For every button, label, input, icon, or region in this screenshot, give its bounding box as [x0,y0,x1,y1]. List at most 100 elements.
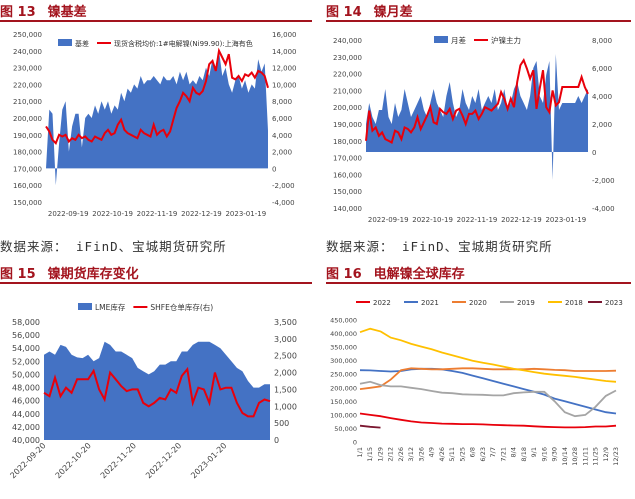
x-tick-label: 1/15 [366,447,374,462]
header-rule [0,282,312,284]
x-tick-label: 2023-01-19 [225,210,266,218]
y-left-tick-label: 200,000 [13,115,42,123]
x-tick-label: 10/14 [561,447,569,466]
y-tick-label: 50,000 [334,425,357,433]
x-tick-label: 2022-10-20 [54,441,93,480]
y-right-tick-label: 6,000 [272,115,292,123]
series-line-2022 [359,412,617,429]
y-left-tick-label: 140,000 [333,205,362,213]
y-left-tick-label: 180,000 [333,138,362,146]
series-line-2018 [359,327,617,383]
x-tick-label: 2022-10-19 [412,216,453,224]
y-right-tick-label: 2,000 [272,149,292,157]
x-tick-label: 2022-09-19 [368,216,409,224]
series-line-现货含税均价:1#电解镍(Ni99.90):上海有色 [45,47,269,146]
y-left-tick-label: 54,000 [12,344,40,353]
y-right-tick-label: 3,500 [274,318,297,327]
figure-number: 图 16 [326,266,362,282]
x-tick-label: 2022-09-19 [48,210,89,218]
y-right-tick-label: 10,000 [272,81,297,89]
series-line-2020 [359,367,617,390]
y-tick-label: 0 [353,439,357,447]
x-tick-label: 1/29 [376,447,384,462]
y-tick-label: 450,000 [330,317,357,325]
y-right-tick-label: -2,000 [272,182,295,190]
y-left-tick-label: 220,000 [13,81,42,89]
legend-label: 2019 [517,299,535,307]
x-tick-label: 9/16 [540,447,548,462]
y-left-tick-label: 50,000 [12,370,40,379]
chart-panel-15: 图 15 镍期货库存变化 LME库存 SHFE仓单库存(右) 40,000 42,00… [0,262,318,499]
y-tick-label: 400,000 [330,330,357,338]
figure-header: 图 14 镍月差 [326,0,413,20]
y-left-tick-label: 230,000 [13,65,42,73]
y-tick-label: 250,000 [330,371,357,379]
y-left-tick-label: 160,000 [333,171,362,179]
y-left-tick-label: 170,000 [13,165,42,173]
y-left-tick-label: 58,000 [12,318,40,327]
y-right-tick-label: 500 [274,419,289,428]
y-right-tick-label: 0 [272,165,276,173]
basis-chart: 基差 现货含税均价:1#电解镍(Ni99.90):上海有色 150,000 160,0… [13,31,297,218]
y-left-tick-label: 56,000 [12,331,40,340]
series-line-2023 [359,424,381,429]
x-tick-label: 2022-11-20 [99,441,138,480]
x-tick-label: 2/26 [397,447,405,462]
y-left-tick-label: 160,000 [13,182,42,190]
y-right-tick-label: 0 [592,149,596,157]
y-tick-label: 150,000 [330,398,357,406]
y-left-tick-label: 210,000 [333,87,362,95]
y-left-tick-label: 210,000 [13,98,42,106]
header-rule [326,20,631,22]
y-tick-label: 200,000 [330,384,357,392]
chart-panel-13: 图 13 镍基差 基差 现货含税均价:1#电解镍(Ni99.90):上海有色 150… [0,0,318,262]
x-tick-label: 2022-12-19 [501,216,542,224]
figure-header: 图 16 电解镍全球库存 [326,262,465,282]
x-tick-label: 8/4 [510,447,518,457]
x-tick-label: 11/11 [581,447,589,466]
y-left-tick-label: 40,000 [12,436,40,445]
figure-title: 电解镍全球库存 [373,266,465,282]
y-left-tick-label: 180,000 [13,149,42,157]
x-tick-label: 4/26 [438,447,446,462]
series-area-基差 [46,50,268,186]
figure-header: 图 15 镍期货库存变化 [0,262,139,282]
x-tick-label: 2023-01-19 [545,216,586,224]
legend-label: 2022 [373,299,391,307]
y-tick-label: 100,000 [330,411,357,419]
series-line-2021 [359,367,617,415]
legend-label: LME库存 [95,302,126,312]
y-left-tick-label: 170,000 [333,155,362,163]
x-tick-label: 2022-12-20 [144,441,183,480]
y-right-tick-label: 14,000 [272,48,297,56]
y-right-tick-label: 12,000 [272,65,297,73]
y-left-tick-label: 240,000 [13,48,42,56]
y-left-tick-label: 190,000 [333,121,362,129]
y-right-tick-label: -4,000 [272,199,295,207]
chart-panel-16: 图 16 电解镍全球库存 2022 2021 2020 2019 2018 2023 0 50… [326,262,635,499]
y-left-tick-label: 52,000 [12,357,40,366]
y-left-tick-label: 42,000 [12,423,40,432]
y-left-tick-label: 230,000 [333,54,362,62]
series-line-2019 [359,380,617,418]
y-right-tick-label: 3,000 [274,335,297,344]
header-rule [0,20,312,22]
legend-label: 2020 [469,299,487,307]
x-tick-label: 5/25 [458,447,466,462]
x-tick-label: 2022-09-20 [8,441,47,480]
x-tick-label: 2022-12-19 [181,210,222,218]
y-right-tick-label: 2,000 [274,369,297,378]
x-tick-label: 7/21 [499,447,507,462]
figure-title: 镍期货库存变化 [47,266,139,282]
y-right-tick-label: 1,500 [274,385,297,394]
y-right-tick-label: -2,000 [592,177,615,185]
figure-number: 图 13 [0,4,36,20]
x-tick-label: 2022-11-19 [457,216,498,224]
y-right-tick-label: 4,000 [592,93,612,101]
y-left-tick-label: 220,000 [333,71,362,79]
x-tick-label: 8/18 [520,447,528,462]
legend-swatch [58,39,72,46]
y-left-tick-label: 190,000 [13,132,42,140]
figure-number: 图 14 [326,4,362,20]
legend-label: 沪镍主力 [491,35,521,45]
